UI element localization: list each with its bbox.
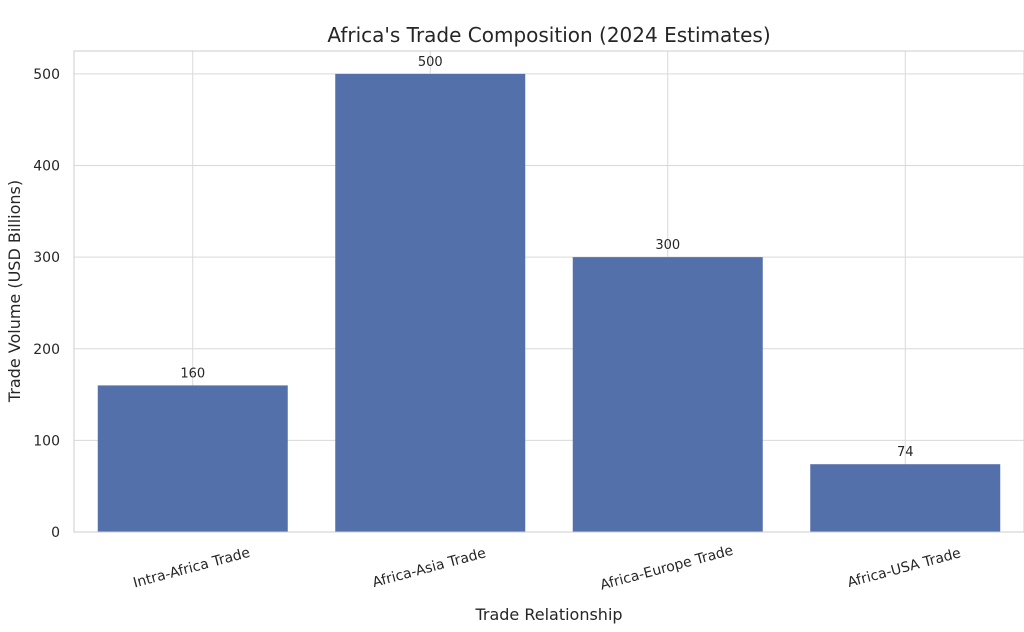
bar [572,257,763,532]
y-tick-label: 500 [33,67,60,83]
y-tick-label: 400 [33,159,60,175]
bar-value-label: 74 [897,445,914,460]
y-tick-label: 200 [33,342,60,358]
bar-value-label: 160 [180,366,205,381]
y-tick-label: 100 [33,433,60,449]
bar [97,385,288,532]
y-tick-label: 0 [51,525,60,541]
bar [810,464,1001,532]
x-axis-label: Trade Relationship [474,605,622,624]
bar-value-label: 500 [418,55,443,70]
bars [97,73,1001,533]
y-axis-ticks: 0 100 200 300 400 500 [33,67,60,541]
bar [335,73,526,533]
chart-title: Africa's Trade Composition (2024 Estimat… [327,23,770,47]
y-axis-label: Trade Volume (USD Billions) [5,180,24,403]
bar-value-label: 300 [655,238,680,253]
y-tick-label: 300 [33,250,60,266]
plot-frame [73,50,1024,533]
bar-value-labels: 160 500 300 74 [180,55,913,460]
